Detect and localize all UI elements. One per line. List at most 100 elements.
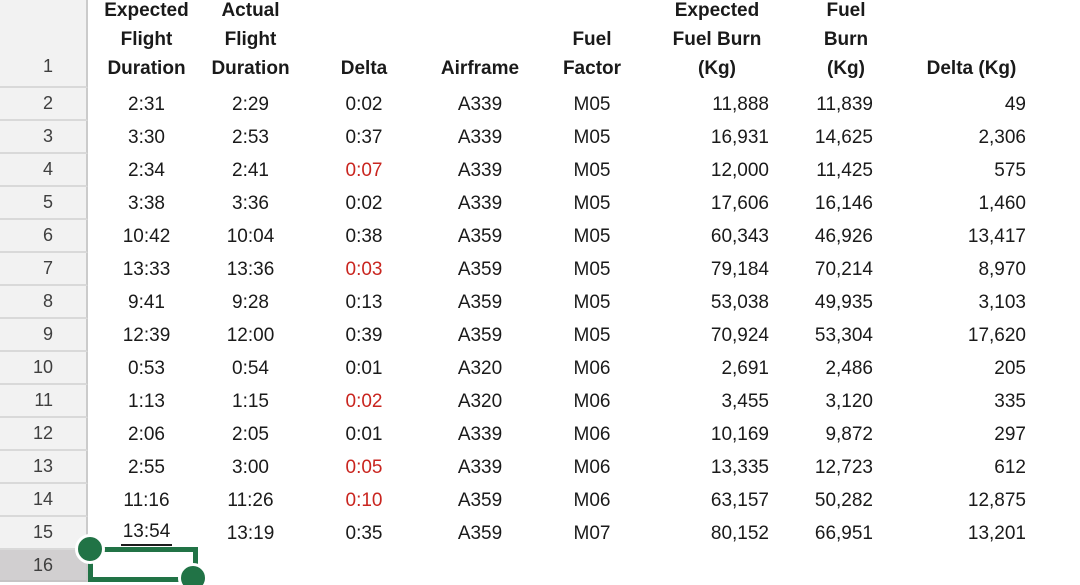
cell-actual-flight-duration[interactable]: 11:26 <box>227 489 274 511</box>
cell-airframe[interactable]: A339 <box>457 159 503 181</box>
cell-expected-flight-duration[interactable]: 3:38 <box>128 192 165 214</box>
row-number[interactable]: 11 <box>0 385 88 418</box>
row-number[interactable]: 15 <box>0 517 88 550</box>
cell-airframe[interactable]: A339 <box>457 192 503 214</box>
cell-expected-fuel-burn[interactable]: 60,343 <box>710 225 769 247</box>
cell-expected-fuel-burn[interactable]: 16,931 <box>710 126 769 148</box>
cell-airframe[interactable]: A359 <box>457 258 503 280</box>
cell-expected-fuel-burn[interactable]: 79,184 <box>710 258 769 280</box>
column-header-delta[interactable]: Delta <box>340 58 388 79</box>
cell-actual-flight-duration[interactable]: 1:15 <box>232 390 269 412</box>
cell-airframe[interactable]: A359 <box>457 291 503 313</box>
cell-airframe[interactable]: A359 <box>457 324 503 346</box>
cell-airframe[interactable]: A320 <box>457 390 503 412</box>
cell-actual-fuel-burn[interactable]: 12,723 <box>814 456 873 478</box>
cell-expected-fuel-burn[interactable]: 11,888 <box>712 93 769 115</box>
cell-delta[interactable]: 0:37 <box>345 126 383 148</box>
cell-actual-fuel-burn[interactable]: 11,425 <box>816 159 873 181</box>
cell-actual-fuel-burn[interactable]: 2,486 <box>825 357 873 379</box>
cell-expected-fuel-burn[interactable]: 17,606 <box>710 192 769 214</box>
cell-delta-kg[interactable]: 49 <box>1004 93 1026 115</box>
cell-expected-flight-duration[interactable]: 12:39 <box>122 324 171 346</box>
column-header-delta-kg[interactable]: Delta (Kg) <box>926 58 1017 79</box>
cell-expected-fuel-burn[interactable]: 13,335 <box>710 456 769 478</box>
cell-actual-fuel-burn[interactable]: 53,304 <box>814 324 873 346</box>
cell-fuel-factor[interactable]: M05 <box>573 225 611 247</box>
cell-delta[interactable]: 0:39 <box>345 324 383 346</box>
cell-actual-fuel-burn[interactable]: 49,935 <box>814 291 873 313</box>
cell-delta-kg[interactable]: 13,417 <box>967 225 1026 247</box>
selection-handle-top-left[interactable] <box>75 534 105 564</box>
cell-delta[interactable]: 0:01 <box>345 423 383 445</box>
row-number[interactable]: 1 <box>0 0 88 88</box>
cell-expected-flight-duration[interactable]: 11:16 <box>123 489 170 511</box>
column-header-actual-fuel-burn[interactable]: Actual Fuel Burn (Kg) <box>823 0 869 79</box>
row-number[interactable]: 4 <box>0 154 88 187</box>
cell-actual-flight-duration[interactable]: 2:05 <box>232 423 269 445</box>
cell-delta[interactable]: 0:35 <box>345 522 383 544</box>
cell-actual-flight-duration[interactable]: 10:04 <box>226 225 275 247</box>
cell-actual-flight-duration[interactable]: 13:19 <box>226 522 275 544</box>
cell-delta[interactable]: 0:38 <box>345 225 383 247</box>
cell-expected-fuel-burn[interactable]: 10,169 <box>710 423 769 445</box>
cell-fuel-factor[interactable]: M05 <box>573 291 611 313</box>
cell-expected-flight-duration[interactable]: 13:33 <box>122 258 171 280</box>
cell-actual-fuel-burn[interactable]: 11,839 <box>816 93 873 115</box>
cell-airframe[interactable]: A339 <box>457 93 503 115</box>
cell-fuel-factor[interactable]: M06 <box>573 456 611 478</box>
cell-expected-fuel-burn[interactable]: 63,157 <box>710 489 769 511</box>
cell-actual-fuel-burn[interactable]: 9,872 <box>825 423 873 445</box>
cell-actual-fuel-burn[interactable]: 66,951 <box>814 522 873 544</box>
row-number-selected[interactable]: 16 <box>0 550 88 582</box>
column-header-expected-flight-duration[interactable]: Expected Flight Duration <box>104 0 189 79</box>
cell-delta-kg[interactable]: 8,970 <box>978 258 1026 280</box>
cell-actual-flight-duration[interactable]: 3:00 <box>232 456 269 478</box>
cell-actual-flight-duration[interactable]: 2:53 <box>232 126 269 148</box>
row-number[interactable]: 9 <box>0 319 88 352</box>
row-number[interactable]: 3 <box>0 121 88 154</box>
column-header-actual-flight-duration[interactable]: Actual Flight Duration <box>211 0 290 79</box>
cell-fuel-factor[interactable]: M07 <box>573 522 611 544</box>
row-number[interactable]: 5 <box>0 187 88 220</box>
cell-fuel-factor[interactable]: M05 <box>573 258 611 280</box>
cell-expected-flight-duration[interactable]: 0:53 <box>128 357 165 379</box>
cell-expected-fuel-burn[interactable]: 53,038 <box>710 291 769 313</box>
row-number[interactable]: 10 <box>0 352 88 385</box>
cell-expected-flight-duration[interactable]: 13:54 <box>88 517 205 550</box>
cell-expected-fuel-burn[interactable]: 3,455 <box>721 390 769 412</box>
column-header-airframe[interactable]: Airframe <box>440 58 520 79</box>
cell-delta[interactable]: 0:02 <box>345 390 383 412</box>
cell-fuel-factor[interactable]: M05 <box>573 324 611 346</box>
cell-actual-flight-duration[interactable]: 3:36 <box>232 192 269 214</box>
row-number[interactable]: 13 <box>0 451 88 484</box>
cell-fuel-factor[interactable]: M06 <box>573 357 611 379</box>
cell-expected-flight-duration[interactable]: 2:55 <box>128 456 165 478</box>
cell-airframe[interactable]: A339 <box>457 456 503 478</box>
cell-delta-kg[interactable]: 3,103 <box>978 291 1026 313</box>
cell-airframe[interactable]: A359 <box>457 489 503 511</box>
cell-expected-flight-duration[interactable]: 3:30 <box>128 126 165 148</box>
cell-actual-flight-duration[interactable]: 13:36 <box>226 258 275 280</box>
cell-fuel-factor[interactable]: M06 <box>573 390 611 412</box>
cell-actual-flight-duration[interactable]: 12:00 <box>226 324 275 346</box>
cell-actual-fuel-burn[interactable]: 16,146 <box>814 192 873 214</box>
row-number[interactable]: 7 <box>0 253 88 286</box>
cell-delta-kg[interactable]: 2,306 <box>978 126 1026 148</box>
cell-actual-fuel-burn[interactable]: 3,120 <box>825 390 873 412</box>
cell-delta-kg[interactable]: 297 <box>994 423 1026 445</box>
row-number[interactable]: 14 <box>0 484 88 517</box>
cell-expected-flight-duration[interactable]: 2:31 <box>128 93 165 115</box>
cell-airframe[interactable]: A359 <box>457 522 503 544</box>
cell-delta-kg[interactable]: 335 <box>994 390 1026 412</box>
cell-airframe[interactable]: A339 <box>457 423 503 445</box>
cell-delta[interactable]: 0:01 <box>345 357 383 379</box>
cell-fuel-factor[interactable]: M05 <box>573 93 611 115</box>
row-number[interactable]: 8 <box>0 286 88 319</box>
cell-fuel-factor[interactable]: M06 <box>573 489 611 511</box>
cell-actual-flight-duration[interactable]: 2:41 <box>232 159 269 181</box>
cell-delta[interactable]: 0:03 <box>345 258 383 280</box>
cell-actual-fuel-burn[interactable]: 70,214 <box>814 258 873 280</box>
cell-delta-kg[interactable]: 575 <box>994 159 1026 181</box>
column-header-expected-fuel-burn[interactable]: Expected Fuel Burn (Kg) <box>672 0 762 79</box>
cell-actual-fuel-burn[interactable]: 14,625 <box>814 126 873 148</box>
